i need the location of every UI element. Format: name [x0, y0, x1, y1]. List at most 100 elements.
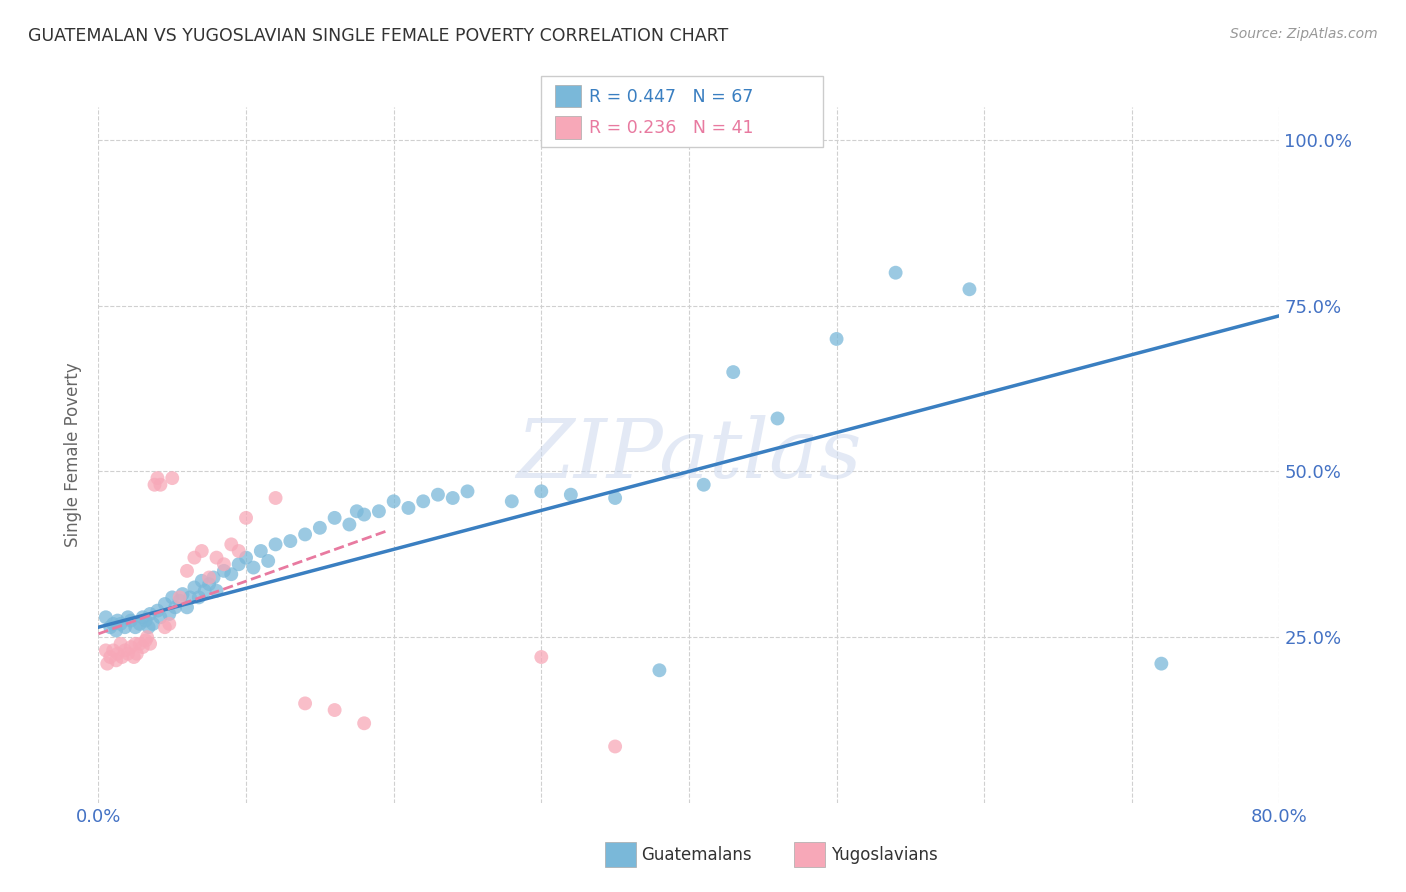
- Point: [183, 581, 205, 595]
- Point: [368, 504, 391, 518]
- Point: [187, 591, 209, 605]
- Text: R = 0.447   N = 67: R = 0.447 N = 67: [589, 87, 754, 105]
- Text: ZIPatlas: ZIPatlas: [516, 415, 862, 495]
- Point: [766, 411, 789, 425]
- Point: [142, 616, 165, 631]
- Point: [346, 504, 368, 518]
- Point: [179, 591, 201, 605]
- Point: [396, 500, 419, 515]
- Point: [149, 610, 172, 624]
- Text: Source: ZipAtlas.com: Source: ZipAtlas.com: [1230, 27, 1378, 41]
- Point: [162, 471, 183, 485]
- Point: [176, 564, 198, 578]
- Point: [441, 491, 464, 505]
- Point: [139, 637, 162, 651]
- Point: [264, 491, 287, 505]
- Point: [212, 564, 235, 578]
- Point: [884, 266, 907, 280]
- Point: [169, 591, 191, 605]
- Point: [165, 600, 187, 615]
- Point: [219, 567, 242, 582]
- Point: [228, 544, 250, 558]
- Point: [198, 577, 221, 591]
- Point: [94, 610, 117, 624]
- Point: [353, 716, 375, 731]
- Point: [560, 488, 582, 502]
- Point: [136, 630, 159, 644]
- Point: [146, 604, 169, 618]
- Text: Yugoslavians: Yugoslavians: [831, 846, 938, 863]
- Point: [412, 494, 434, 508]
- Point: [132, 610, 155, 624]
- Point: [198, 570, 221, 584]
- Point: [294, 697, 316, 711]
- Point: [114, 643, 136, 657]
- Point: [191, 574, 214, 588]
- Point: [124, 637, 146, 651]
- Point: [194, 583, 217, 598]
- Point: [309, 521, 332, 535]
- Point: [648, 663, 671, 677]
- Point: [135, 614, 157, 628]
- Point: [149, 477, 172, 491]
- Point: [128, 616, 150, 631]
- Point: [235, 550, 257, 565]
- Point: [107, 614, 129, 628]
- Point: [111, 650, 134, 665]
- Point: [456, 484, 478, 499]
- Text: Guatemalans: Guatemalans: [641, 846, 752, 863]
- Point: [605, 491, 627, 505]
- Point: [153, 597, 176, 611]
- Point: [110, 616, 132, 631]
- Point: [146, 471, 169, 485]
- Point: [339, 517, 360, 532]
- Point: [250, 544, 273, 558]
- Point: [120, 614, 142, 628]
- Point: [135, 633, 157, 648]
- Point: [114, 620, 136, 634]
- Point: [105, 653, 128, 667]
- Point: [205, 583, 228, 598]
- Point: [294, 527, 316, 541]
- Point: [138, 620, 160, 634]
- Point: [103, 616, 125, 631]
- Point: [693, 477, 716, 491]
- Point: [212, 558, 235, 572]
- Point: [169, 593, 191, 607]
- Point: [205, 550, 228, 565]
- Point: [153, 620, 176, 634]
- Point: [125, 647, 148, 661]
- Point: [107, 647, 129, 661]
- Point: [202, 570, 225, 584]
- Point: [219, 537, 242, 551]
- Point: [172, 587, 194, 601]
- Point: [825, 332, 848, 346]
- Point: [120, 640, 142, 654]
- Point: [530, 484, 553, 499]
- Point: [105, 624, 128, 638]
- Point: [323, 703, 346, 717]
- Point: [353, 508, 375, 522]
- Point: [139, 607, 162, 621]
- Point: [103, 643, 125, 657]
- Point: [235, 511, 257, 525]
- Point: [98, 650, 121, 665]
- Point: [264, 537, 287, 551]
- Point: [117, 647, 139, 661]
- Point: [605, 739, 627, 754]
- Point: [427, 488, 450, 502]
- Point: [257, 554, 280, 568]
- Point: [183, 550, 205, 565]
- Point: [157, 616, 180, 631]
- Point: [117, 610, 139, 624]
- Text: GUATEMALAN VS YUGOSLAVIAN SINGLE FEMALE POVERTY CORRELATION CHART: GUATEMALAN VS YUGOSLAVIAN SINGLE FEMALE …: [28, 27, 728, 45]
- Point: [228, 558, 250, 572]
- Point: [382, 494, 405, 508]
- Point: [128, 637, 150, 651]
- Point: [723, 365, 745, 379]
- Point: [122, 650, 145, 665]
- Point: [176, 600, 198, 615]
- Point: [132, 640, 155, 654]
- Point: [530, 650, 553, 665]
- Text: R = 0.236   N = 41: R = 0.236 N = 41: [589, 120, 754, 137]
